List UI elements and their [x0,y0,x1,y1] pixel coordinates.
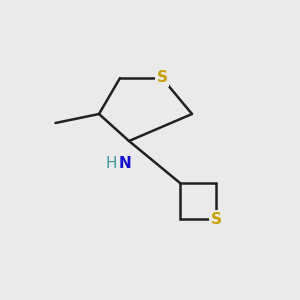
Text: S: S [157,70,167,86]
Text: S: S [211,212,221,226]
Text: N: N [118,156,131,171]
Text: H: H [106,156,117,171]
